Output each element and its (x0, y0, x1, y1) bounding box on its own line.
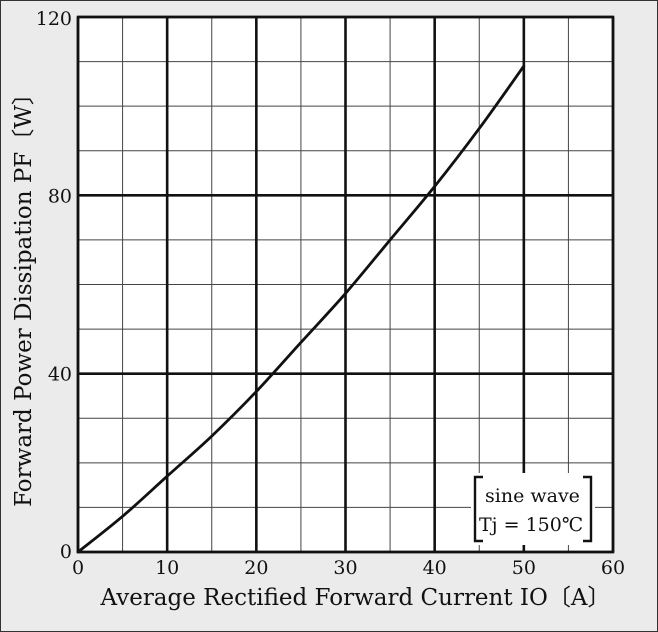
y-tick-label: 80 (48, 185, 72, 207)
annotation-line-temperature: Tj = 150℃ (479, 514, 583, 536)
plot-frame (76, 15, 615, 554)
left-bracket (473, 475, 483, 543)
x-tick-label: 40 (423, 557, 447, 579)
x-axis-title: Average Rectified Forward Current IO〔A〕 (100, 585, 611, 611)
x-tick-label: 60 (601, 557, 625, 579)
y-axis-title: Forward Power Dissipation PF〔W〕 (11, 82, 37, 507)
conditions-annotation: sine wave Tj = 150℃ (471, 473, 595, 545)
x-tick-label: 10 (155, 557, 179, 579)
x-tick-label: 50 (512, 557, 536, 579)
right-bracket (583, 475, 593, 543)
x-tick-labels: 0 10 20 30 40 50 60 (72, 557, 625, 579)
x-tick-label: 0 (72, 557, 84, 579)
series-line (76, 64, 526, 554)
y-tick-label: 120 (36, 8, 72, 30)
series-layer (76, 64, 526, 554)
x-tick-label: 30 (333, 557, 357, 579)
annotation-line-waveform: sine wave (485, 485, 580, 507)
y-tick-label: 40 (48, 364, 72, 386)
annotation-background (471, 473, 595, 545)
x-tick-label: 20 (244, 557, 268, 579)
y-tick-label: 0 (60, 541, 72, 563)
y-tick-labels: 0 40 80 120 (36, 8, 72, 563)
